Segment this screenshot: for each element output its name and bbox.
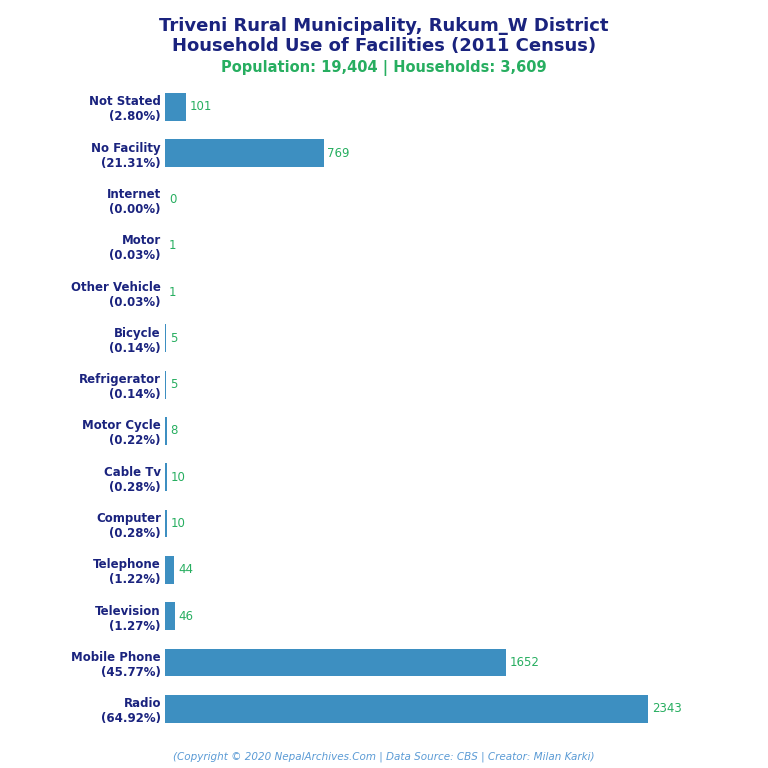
Text: 0: 0 — [169, 193, 176, 206]
Text: 5: 5 — [170, 332, 177, 345]
Bar — [165, 371, 166, 399]
Text: 10: 10 — [171, 517, 186, 530]
Text: (Copyright © 2020 NepalArchives.Com | Data Source: CBS | Creator: Milan Karki): (Copyright © 2020 NepalArchives.Com | Da… — [174, 751, 594, 762]
Text: 101: 101 — [190, 101, 212, 114]
Text: 44: 44 — [178, 564, 193, 576]
Bar — [165, 417, 167, 445]
Text: 5: 5 — [170, 378, 177, 391]
Text: 1: 1 — [169, 286, 177, 299]
Text: 10: 10 — [171, 471, 186, 484]
Text: 8: 8 — [170, 425, 178, 438]
Bar — [165, 602, 174, 630]
Text: 1: 1 — [169, 240, 177, 252]
Text: 1652: 1652 — [509, 656, 539, 669]
Bar — [165, 510, 167, 538]
Bar — [165, 139, 323, 167]
Bar — [165, 695, 648, 723]
Bar — [165, 648, 506, 677]
Text: 2343: 2343 — [652, 702, 682, 715]
Bar — [165, 93, 186, 121]
Bar — [165, 556, 174, 584]
Bar — [165, 324, 166, 353]
Text: 46: 46 — [178, 610, 194, 623]
Text: Population: 19,404 | Households: 3,609: Population: 19,404 | Households: 3,609 — [221, 60, 547, 76]
Text: Triveni Rural Municipality, Rukum_W District: Triveni Rural Municipality, Rukum_W Dist… — [159, 17, 609, 35]
Text: Household Use of Facilities (2011 Census): Household Use of Facilities (2011 Census… — [172, 37, 596, 55]
Text: 769: 769 — [327, 147, 350, 160]
Bar — [165, 463, 167, 492]
